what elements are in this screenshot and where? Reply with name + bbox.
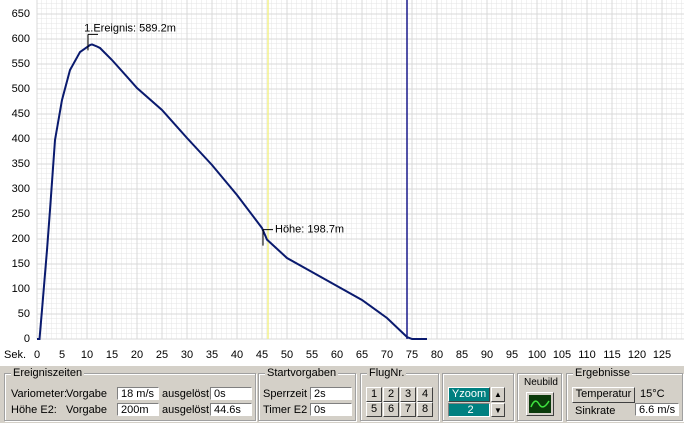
label: Sperrzeit [263,388,308,400]
value-field[interactable]: 18 m/s [117,387,159,400]
value-field: 6.6 m/s [635,403,679,416]
annotation-label: 1.Ereignis: 589.2m [84,22,176,34]
y-tick-label: 50 [18,308,30,320]
y-tick-label: 650 [12,8,30,20]
x-tick-label: 95 [506,349,518,361]
flight-button[interactable]: 2 [383,387,399,402]
spin-up[interactable]: ▲ [491,387,505,402]
yzoom-value[interactable]: 2 [448,403,490,417]
annotation-label: Höhe: 198.7m [275,224,344,236]
label: Sinkrate [575,405,616,417]
x-tick-label: 80 [431,349,443,361]
x-tick-label: 15 [106,349,118,361]
group-title: Ergebnisse [573,367,633,379]
y-tick-label: 300 [12,183,30,195]
flight-button[interactable]: 5 [366,402,382,417]
annotation-marker [87,33,98,51]
spin-down[interactable]: ▼ [491,403,505,417]
label: ausgelöst [162,404,210,416]
x-tick-label: 115 [603,349,621,361]
temperatur-button[interactable]: Temperatur [572,387,635,403]
neubild-button[interactable] [526,392,554,416]
group-ereigniszeiten: Ereigniszeiten [4,367,256,421]
y-tick-label: 450 [12,108,30,120]
label: Vorgabe [66,404,107,416]
value-field[interactable]: 200m [117,403,159,416]
altitude-line [37,43,427,340]
x-tick-label: 35 [206,349,218,361]
x-tick-label: 10 [81,349,93,361]
y-tick-label: 0 [24,333,30,345]
x-tick-label: 110 [578,349,596,361]
group-ergebnisse: Ergebnisse [566,367,683,421]
flight-button[interactable]: 4 [417,387,433,402]
value-field[interactable]: 2s [310,387,352,400]
y-tick-label: 200 [12,233,30,245]
y-tick-label: 350 [12,158,30,170]
value: 15°C [640,388,665,400]
flight-button[interactable]: 1 [366,387,382,402]
x-axis-label: Sek. [4,349,26,361]
flight-button[interactable]: 3 [400,387,416,402]
label: ausgelöst [162,388,210,400]
x-tick-label: 25 [156,349,168,361]
group-startvorgaben: Startvorgaben [258,367,356,421]
x-tick-label: 55 [306,349,318,361]
group-title: Ereigniszeiten [11,367,85,379]
group-flugnr: FlugNr. [360,367,439,421]
x-tick-label: 30 [181,349,193,361]
x-tick-label: 5 [59,349,65,361]
x-tick-label: 40 [231,349,243,361]
value-field: 0s [210,387,252,400]
x-tick-label: 100 [528,349,546,361]
group-title: Neubild [524,377,558,388]
x-tick-label: 50 [281,349,293,361]
x-tick-label: 45 [256,349,268,361]
x-tick-label: 85 [456,349,468,361]
x-tick-label: 0 [34,349,40,361]
group-neubild [517,373,562,421]
annotation-marker [262,229,273,246]
y-tick-label: 550 [12,58,30,70]
label: Vorgabe [66,388,107,400]
y-tick-label: 250 [12,208,30,220]
x-tick-label: 90 [481,349,493,361]
group-title: Startvorgaben [265,367,339,379]
group-title: FlugNr. [367,367,407,379]
flight-button[interactable]: 7 [400,402,416,417]
label: Timer E2 [263,404,308,416]
value-field[interactable]: 0s [310,403,352,416]
group-yzoom [442,373,514,421]
neubild-icon [529,395,551,413]
y-tick-label: 500 [12,83,30,95]
value-field: 44.6s [210,403,252,416]
x-tick-label: 70 [381,349,393,361]
x-tick-label: 60 [331,349,343,361]
y-tick-label: 100 [12,283,30,295]
label: Variometer: [11,388,68,400]
x-tick-label: 75 [406,349,418,361]
label: Höhe E2: [11,404,57,416]
yzoom-button[interactable]: Yzoom [448,387,490,402]
y-tick-label: 150 [12,258,30,270]
flight-button[interactable]: 6 [383,402,399,417]
x-tick-label: 120 [628,349,646,361]
y-tick-label: 600 [12,33,30,45]
minor-grid [37,0,684,339]
x-tick-label: 65 [356,349,368,361]
y-tick-label: 400 [12,133,30,145]
x-tick-label: 105 [553,349,571,361]
flight-button[interactable]: 8 [417,402,433,417]
x-tick-label: 20 [131,349,143,361]
x-tick-label: 125 [653,349,671,361]
